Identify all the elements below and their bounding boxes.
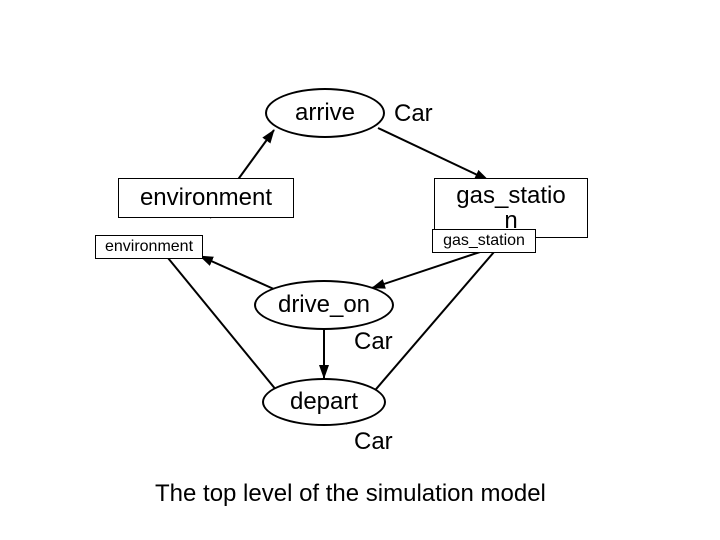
node-drive-on-label: drive_on — [278, 291, 370, 319]
node-environment-small-label: environment — [105, 239, 193, 256]
node-drive-on: drive_on — [254, 280, 394, 330]
edges-layer — [0, 0, 720, 540]
label-car-arrive: Car — [394, 100, 433, 128]
node-environment-small: environment — [95, 235, 203, 259]
label-car-depart: Car — [354, 428, 393, 456]
node-environment-label: environment — [140, 185, 272, 210]
caption: The top level of the simulation model — [155, 480, 546, 508]
node-gas-station-small: gas_station — [432, 229, 536, 253]
diagram-stage: arrive environment gas_station environme… — [0, 0, 720, 540]
node-depart: depart — [262, 378, 386, 426]
label-car-drive-on: Car — [354, 328, 393, 356]
node-depart-label: depart — [290, 388, 358, 416]
node-gas-station-small-label: gas_station — [443, 233, 525, 250]
node-gas-station-label: gas_station — [456, 183, 565, 233]
node-arrive-label: arrive — [295, 99, 355, 127]
node-arrive: arrive — [265, 88, 385, 138]
node-environment: environment — [118, 178, 294, 218]
